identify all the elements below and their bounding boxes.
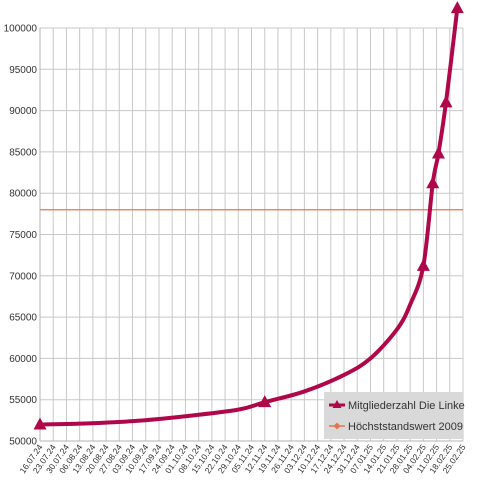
legend-item-1: Höchststandswert 2009 (329, 421, 463, 433)
series (33, 1, 464, 430)
y-tick-label-4: 70000 (9, 271, 37, 282)
legend-marker-0 (332, 400, 342, 408)
series-line-mitgliederzahl (38, 6, 460, 427)
x-tick-labels: 16.07.2423.07.2430.07.2406.08.2413.08.24… (17, 442, 467, 475)
data-point-4 (431, 146, 445, 159)
y-tick-label-0: 50000 (9, 437, 37, 448)
data-point-5 (439, 95, 453, 108)
data-point-0 (33, 417, 47, 430)
data-point-1 (258, 395, 272, 408)
legend-label-0: Mitgliederzahl Die Linke (348, 400, 465, 412)
y-tick-label-3: 65000 (9, 313, 37, 324)
data-point-2 (416, 258, 430, 271)
y-tick-label-1: 55000 (9, 395, 37, 406)
legend-marker-1 (333, 422, 341, 430)
data-point-6 (450, 1, 464, 14)
y-tick-label-9: 95000 (9, 65, 37, 76)
legend-item-0: Mitgliederzahl Die Linke (329, 400, 465, 412)
y-tick-label-5: 75000 (9, 230, 37, 241)
y-tick-label-6: 80000 (9, 189, 37, 200)
legend-label-1: Höchststandswert 2009 (348, 421, 463, 433)
y-tick-label-2: 60000 (9, 354, 37, 365)
grid (39, 27, 464, 442)
legend: Mitgliederzahl Die Linke Höchststandswer… (324, 392, 465, 439)
axes (39, 28, 463, 442)
data-point-3 (426, 176, 440, 189)
y-tick-label-8: 90000 (9, 106, 37, 117)
y-tick-label-7: 85000 (9, 147, 37, 158)
y-tick-labels: 50000 55000 60000 65000 70000 75000 80000 85000… (4, 24, 38, 448)
y-tick-label-10: 100000 (4, 24, 38, 35)
legend-box (324, 392, 463, 439)
